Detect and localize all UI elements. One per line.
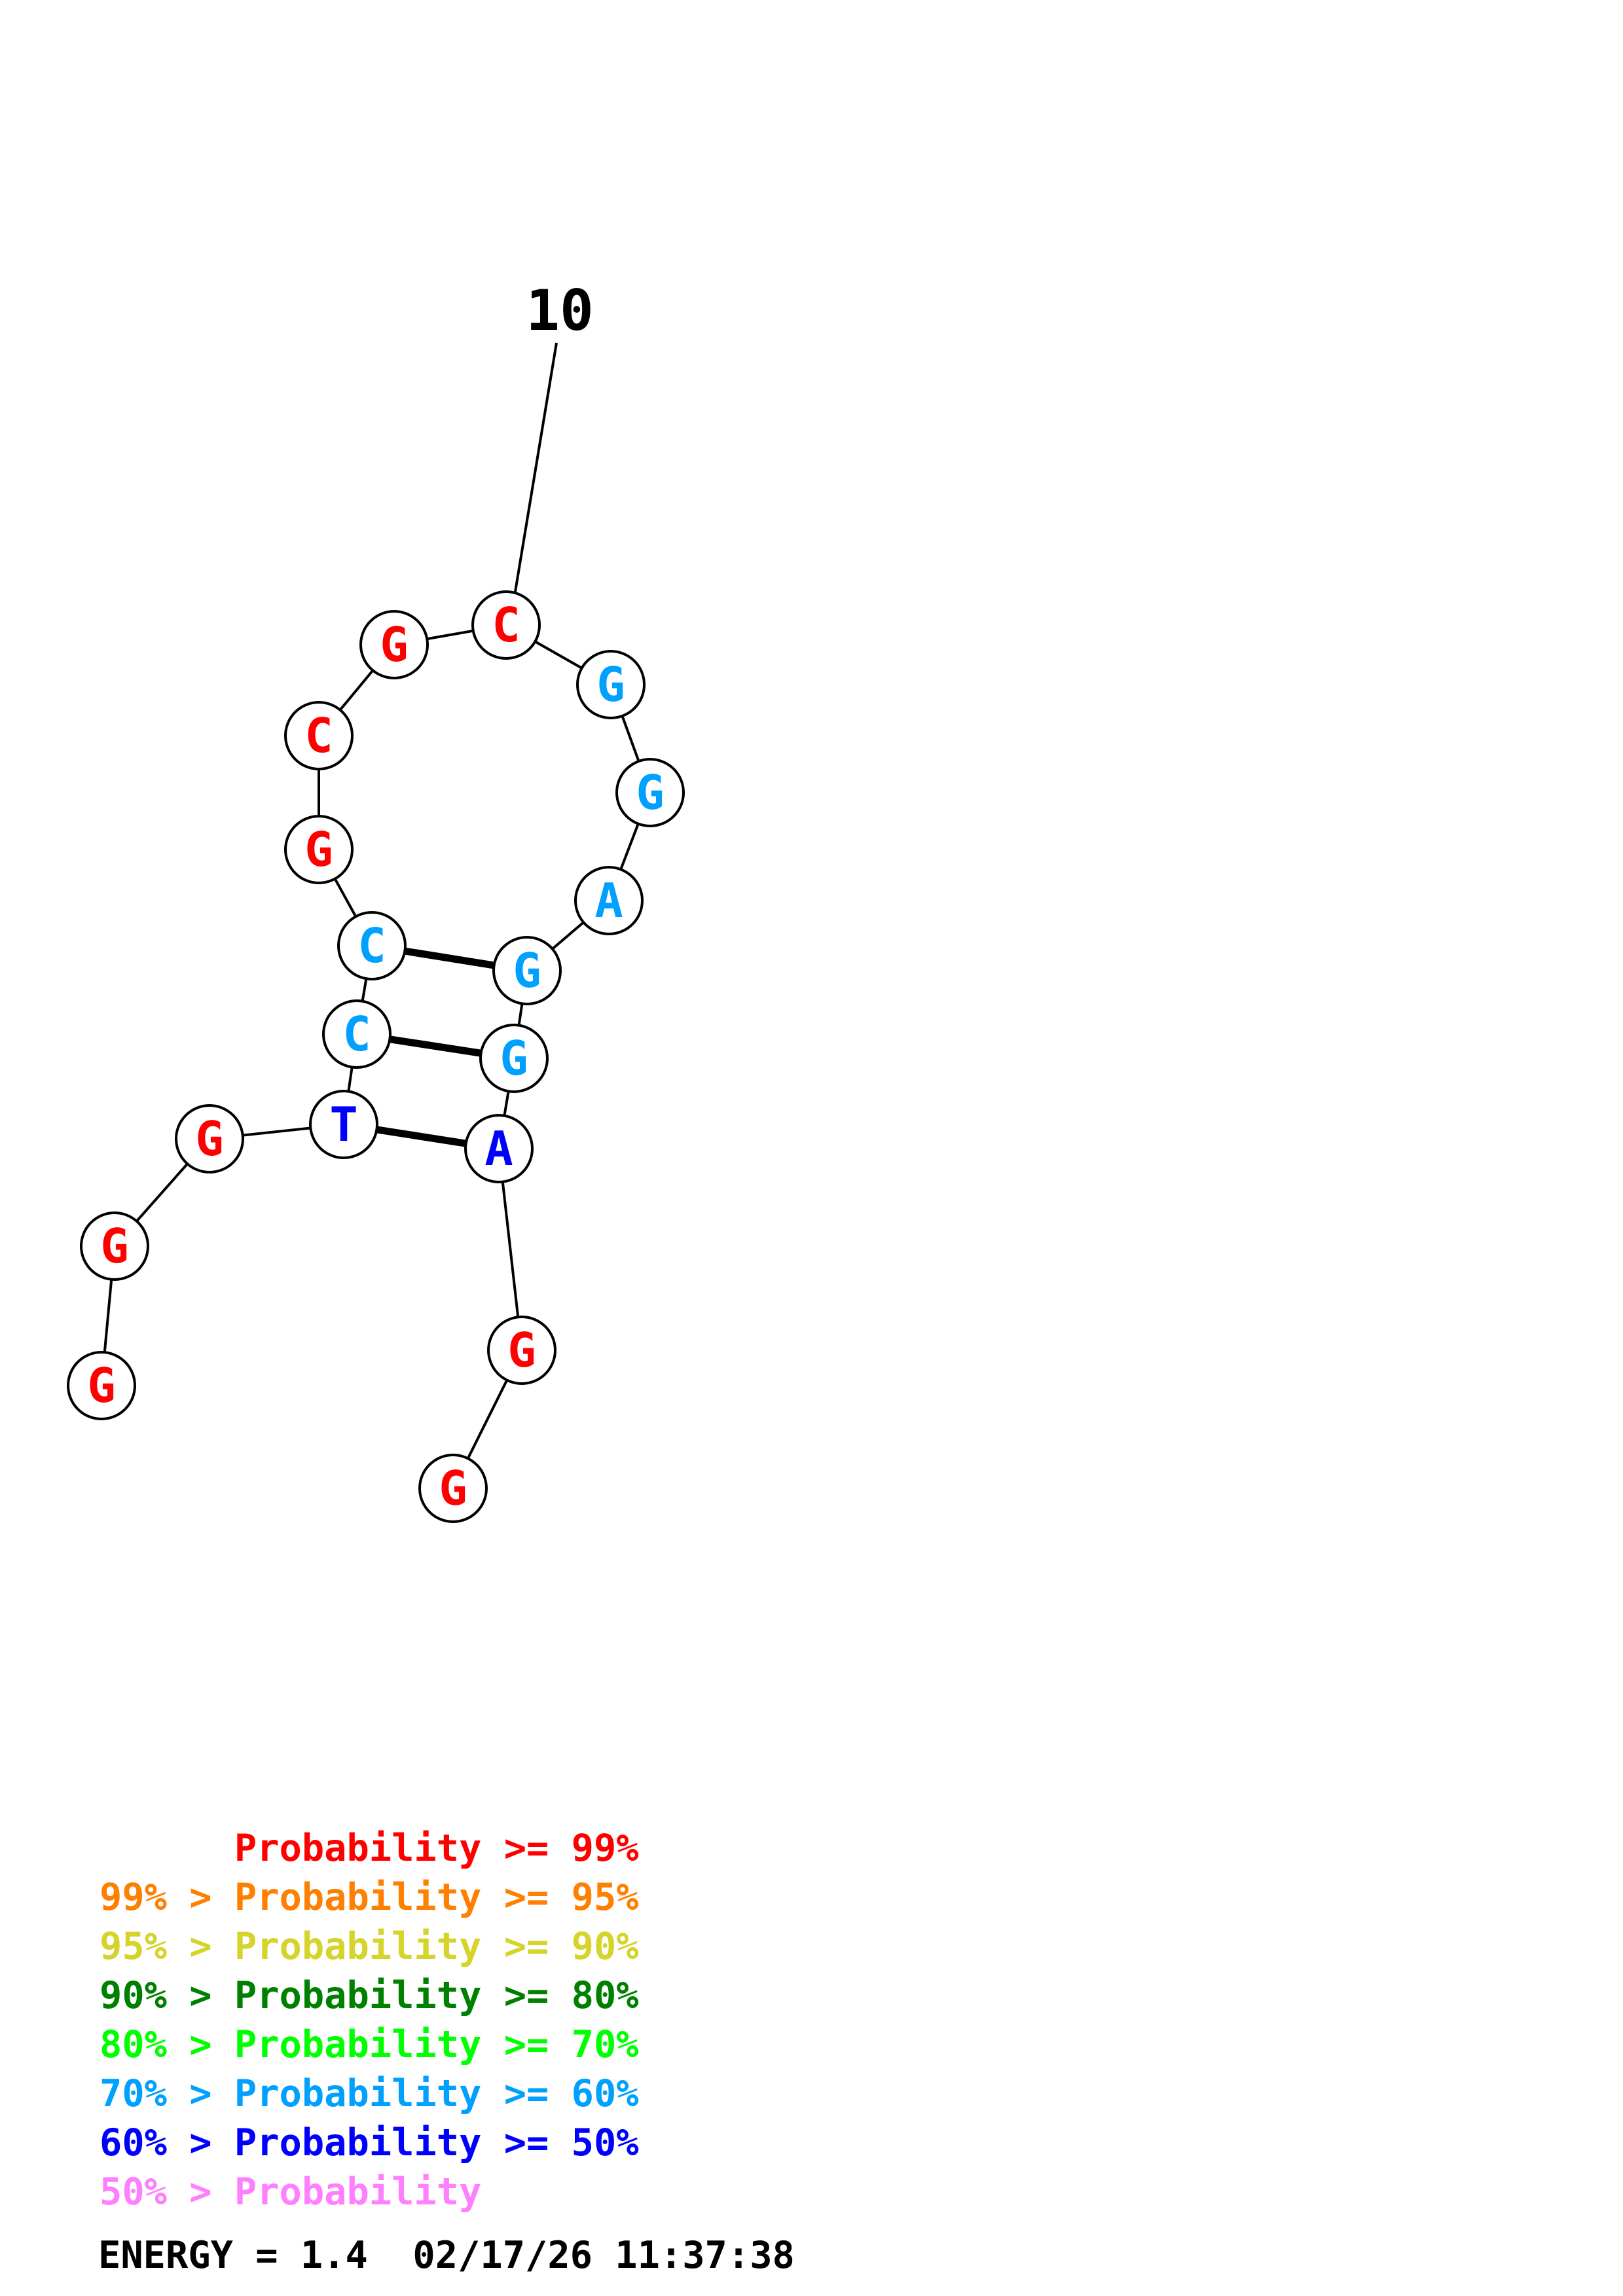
nucleotide-circle (322, 999, 392, 1069)
nucleotide-letter: G (100, 1219, 128, 1274)
nucleotide: C (471, 590, 541, 660)
nucleotide-letter: G (507, 1323, 536, 1378)
nucleotide: C (284, 701, 354, 770)
nucleotide-circle (492, 936, 562, 1005)
nucleotide-circle (418, 1454, 488, 1523)
nucleotide-letter: G (87, 1358, 115, 1413)
nucleotide-circle (576, 650, 646, 719)
legend-row-1: Probability >= 99% (100, 1827, 639, 1870)
legend-row-5: 80% > Probability >= 70% (100, 2023, 639, 2066)
index-label-10: 10 (526, 278, 594, 344)
nucleotide-letter: G (500, 1031, 528, 1086)
energy-timestamp-line: ENERGY = 1.4 02/17/26 11:37:38 (98, 2234, 795, 2277)
index-label-layer: 10 (511, 278, 594, 608)
legend-row-3: 95% > Probability >= 90% (100, 1925, 639, 1968)
nucleotide: G (284, 815, 354, 884)
nucleotide-letter: A (484, 1121, 513, 1176)
nucleotide-letter: G (380, 617, 408, 672)
nucleotide-circle (337, 911, 407, 980)
nucleotide: G (492, 936, 562, 1005)
nucleotide-circle (471, 590, 541, 660)
nucleotide-letter: G (636, 765, 664, 820)
nucleotide-circle (67, 1351, 136, 1420)
nucleotide-letter: G (513, 943, 541, 998)
index-label-tick (511, 342, 558, 608)
nucleotide: G (479, 1024, 549, 1093)
nucleotide: C (322, 999, 392, 1069)
nucleotide-letter: G (304, 822, 333, 877)
nucleotide-letter: C (304, 708, 333, 763)
nucleotide: T (309, 1090, 378, 1159)
nucleotide: G (576, 650, 646, 719)
nucleotide-circle (284, 815, 354, 884)
nucleotide-circle (175, 1104, 244, 1174)
nucleotide-circle (574, 866, 644, 935)
nucleotide-circle (359, 610, 429, 679)
nucleotide-letter: C (357, 918, 386, 973)
nucleotide-circle (464, 1114, 534, 1183)
legend-row-4: 90% > Probability >= 80% (100, 1974, 639, 2017)
nucleotide: C (337, 911, 407, 980)
nucleotide-letter: A (594, 873, 623, 928)
legend-row-2: 99% > Probability >= 95% (100, 1876, 639, 1919)
nucleotide: A (464, 1114, 534, 1183)
nucleotide-letter: G (439, 1461, 467, 1516)
nucleotide-letter: G (596, 657, 625, 712)
nucleotide-circle (615, 758, 685, 827)
nucleotide-circle (80, 1211, 149, 1281)
probability-legend: Probability >= 99% 99% > Probability >= … (100, 1827, 639, 2214)
nucleotide: G (80, 1211, 149, 1281)
nucleotide-letter: C (342, 1007, 371, 1062)
nucleotide: G (359, 610, 429, 679)
nucleotide-circle (487, 1316, 556, 1385)
legend-row-8: 50% > Probability (100, 2170, 481, 2214)
nucleotide: G (418, 1454, 488, 1523)
nucleotide: G (487, 1316, 556, 1385)
nucleotide: G (67, 1351, 136, 1420)
nucleotide-circle (284, 701, 354, 770)
nucleotide: G (615, 758, 685, 827)
legend-row-7: 60% > Probability >= 50% (100, 2121, 639, 2164)
nucleotide-letter: T (329, 1097, 357, 1152)
nucleotide-letter: G (195, 1111, 223, 1166)
nucleotide-letter: C (492, 598, 520, 653)
nucleotide: G (175, 1104, 244, 1174)
nucleotide-circle (309, 1090, 378, 1159)
nucleotide-circle (479, 1024, 549, 1093)
nucleotide: A (574, 866, 644, 935)
legend-row-6: 70% > Probability >= 60% (100, 2072, 639, 2115)
